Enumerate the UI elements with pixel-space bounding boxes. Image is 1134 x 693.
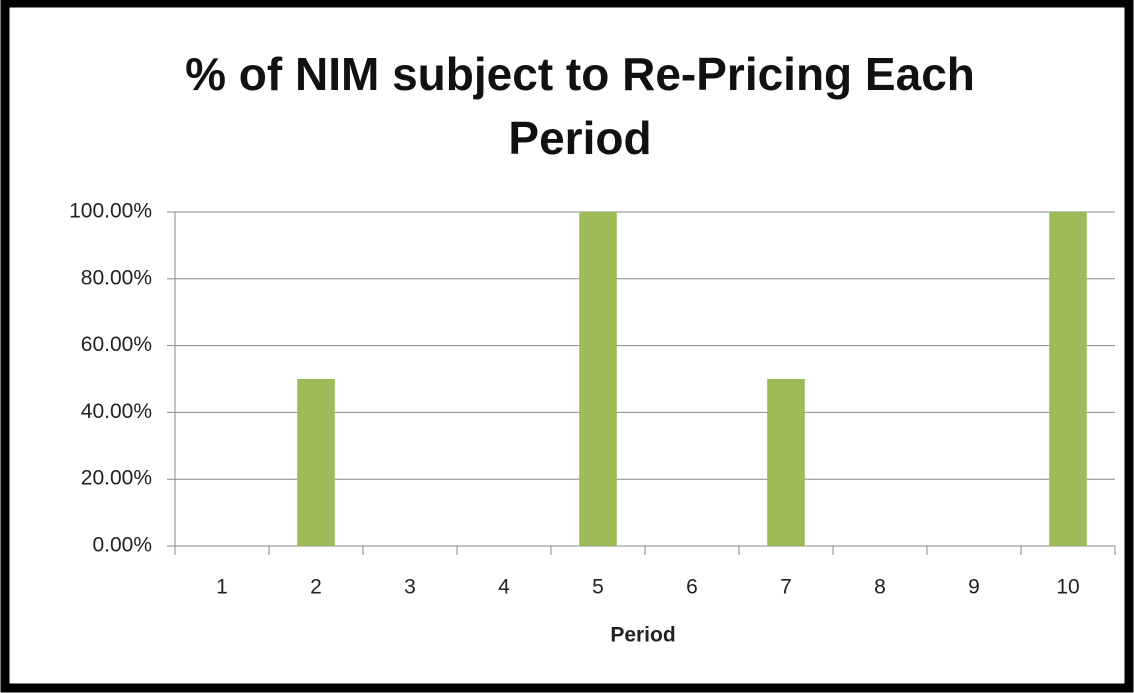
x-tick-label: 8 (874, 576, 886, 599)
x-tick-label: 9 (968, 576, 980, 599)
y-tick-label: 60.00% (81, 333, 152, 356)
y-tick-label: 40.00% (81, 400, 152, 423)
chart-title: % of NIM subject to Re-Pricing Each Peri… (185, 48, 975, 164)
y-tick-label: 100.00% (69, 200, 152, 223)
y-tick-label: 0.00% (92, 534, 152, 557)
x-tick-label: 5 (592, 576, 604, 599)
x-tick-label: 10 (1056, 576, 1079, 599)
bar (297, 379, 335, 546)
x-tick-label: 4 (498, 576, 510, 599)
x-tick-label: 2 (310, 576, 322, 599)
y-tick-label: 80.00% (81, 266, 152, 289)
x-tick-label: 6 (686, 576, 698, 599)
x-tick-label: 3 (404, 576, 416, 599)
x-axis-title: Period (610, 624, 675, 647)
x-tick-label: 7 (780, 576, 792, 599)
y-tick-label: 20.00% (81, 467, 152, 490)
x-tick-label: 1 (216, 576, 228, 599)
bar (767, 379, 805, 546)
bar (579, 212, 617, 546)
bar (1049, 212, 1087, 546)
